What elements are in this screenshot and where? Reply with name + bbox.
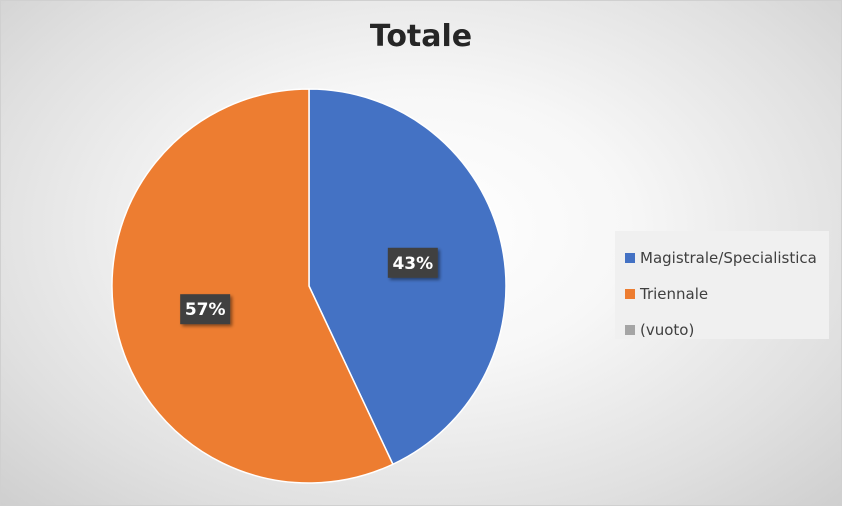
data-label-box-1 [180,294,231,325]
legend-item-triennale: Triennale [615,276,829,312]
pie-slice-1 [111,88,394,484]
data-label-box-0 [387,247,438,278]
legend-swatch-vuoto [625,325,635,335]
legend: Magistrale/Specialistica Triennale (vuot… [615,231,829,339]
chart-title: Totale [369,19,473,54]
legend-swatch-magistrale [625,253,635,263]
legend-item-vuoto: (vuoto) [615,312,829,348]
legend-label-triennale: Triennale [640,285,709,303]
legend-item-magistrale: Magistrale/Specialistica [615,240,829,276]
data-label-text-1: 57% [185,300,226,320]
legend-label-vuoto: (vuoto) [640,321,695,339]
data-label-0: 43% [387,247,438,278]
data-label-text-0: 43% [392,254,433,274]
data-label-1: 57% [180,294,231,325]
legend-label-magistrale: Magistrale/Specialistica [640,249,817,267]
legend-swatch-triennale [625,289,635,299]
